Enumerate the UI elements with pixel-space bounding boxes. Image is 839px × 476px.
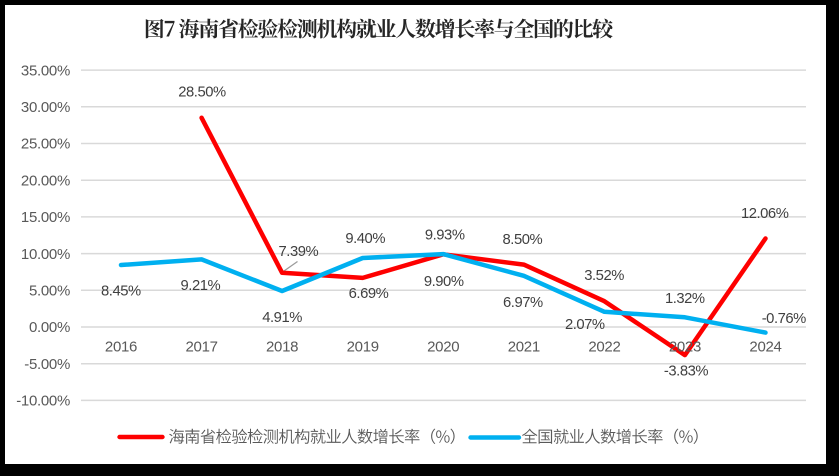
svg-text:25.00%: 25.00%	[21, 136, 70, 153]
svg-text:35.00%: 35.00%	[21, 62, 70, 79]
svg-text:2020: 2020	[427, 339, 459, 356]
svg-text:9.93%: 9.93%	[425, 227, 465, 243]
svg-text:-5.00%: -5.00%	[24, 356, 70, 373]
svg-text:6.69%: 6.69%	[349, 286, 389, 302]
svg-text:15.00%: 15.00%	[21, 209, 70, 226]
svg-text:2018: 2018	[266, 339, 298, 356]
svg-text:3.52%: 3.52%	[584, 268, 624, 284]
svg-text:10.00%: 10.00%	[21, 246, 70, 263]
svg-text:12.06%: 12.06%	[741, 206, 789, 222]
svg-text:-3.83%: -3.83%	[664, 364, 708, 380]
svg-text:2019: 2019	[347, 339, 379, 356]
svg-text:-0.76%: -0.76%	[762, 311, 806, 327]
svg-text:2021: 2021	[508, 339, 540, 356]
svg-text:2022: 2022	[588, 339, 620, 356]
svg-text:20.00%: 20.00%	[21, 172, 70, 189]
svg-text:7.39%: 7.39%	[279, 244, 319, 260]
svg-text:9.21%: 9.21%	[181, 278, 221, 294]
svg-text:-10.00%: -10.00%	[16, 393, 70, 410]
svg-text:9.40%: 9.40%	[345, 231, 385, 247]
svg-text:6.97%: 6.97%	[503, 295, 543, 311]
svg-text:1.32%: 1.32%	[665, 291, 705, 307]
svg-text:2.07%: 2.07%	[565, 317, 605, 333]
svg-text:4.91%: 4.91%	[262, 310, 302, 326]
svg-text:5.00%: 5.00%	[29, 283, 70, 300]
svg-text:2017: 2017	[186, 339, 218, 356]
svg-text:9.90%: 9.90%	[424, 274, 464, 290]
svg-text:2016: 2016	[105, 339, 137, 356]
svg-text:2024: 2024	[749, 339, 781, 356]
svg-text:8.50%: 8.50%	[503, 232, 543, 248]
svg-text:8.45%: 8.45%	[101, 283, 141, 299]
svg-text:0.00%: 0.00%	[29, 319, 70, 336]
svg-text:2023: 2023	[669, 339, 701, 356]
svg-text:30.00%: 30.00%	[21, 99, 70, 116]
svg-text:28.50%: 28.50%	[178, 85, 226, 101]
